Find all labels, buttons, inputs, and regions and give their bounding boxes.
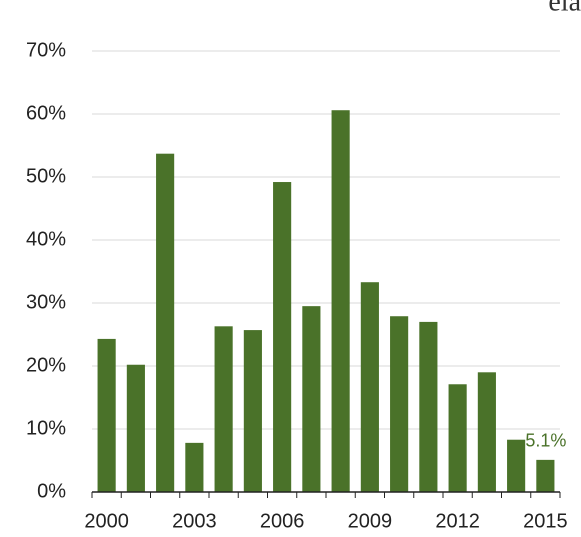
y-tick-label: 30%	[26, 291, 66, 313]
bar	[156, 153, 175, 492]
bar	[419, 321, 438, 492]
x-tick-label: 2012	[435, 510, 480, 532]
y-tick-label: 50%	[26, 165, 66, 187]
bar	[273, 182, 292, 493]
bar	[331, 110, 350, 492]
bar	[360, 282, 379, 492]
y-tick-label: 60%	[26, 102, 66, 124]
bar	[507, 439, 526, 492]
x-tick-label: 2015	[523, 510, 568, 532]
y-tick-label: 40%	[26, 228, 66, 250]
bar	[97, 338, 116, 492]
y-tick-label: 20%	[26, 354, 66, 376]
value-label: 5.1%	[525, 431, 566, 451]
x-tick-label: 2003	[172, 510, 217, 532]
bar	[390, 316, 409, 492]
bar	[448, 384, 467, 492]
y-tick-label: 10%	[26, 417, 66, 439]
bar	[302, 306, 321, 492]
bar	[126, 364, 145, 492]
bar	[243, 330, 262, 492]
bar	[536, 459, 555, 492]
y-tick-label: 0%	[37, 480, 66, 502]
bar	[214, 326, 233, 492]
bar	[185, 442, 204, 492]
bar	[477, 372, 496, 492]
y-tick-label: 70%	[26, 39, 66, 61]
x-tick-label: 2006	[260, 510, 305, 532]
logo: eia	[548, 0, 581, 17]
x-tick-label: 2009	[348, 510, 393, 532]
x-tick-label: 2000	[84, 510, 129, 532]
